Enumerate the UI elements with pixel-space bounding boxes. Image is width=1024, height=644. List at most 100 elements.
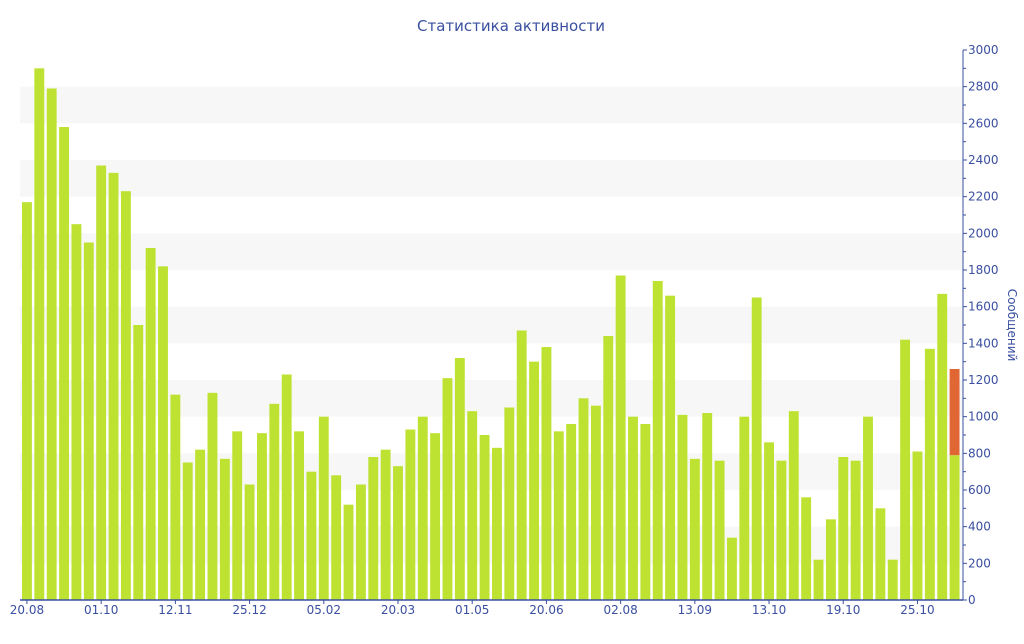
y-tick-label: 1000 xyxy=(968,410,999,424)
bar xyxy=(207,392,218,600)
bar xyxy=(838,457,849,600)
bar xyxy=(182,462,193,600)
bar xyxy=(34,68,45,601)
bar xyxy=(949,455,960,600)
bar xyxy=(145,248,156,600)
bar xyxy=(813,559,824,600)
bar xyxy=(59,127,69,600)
bar xyxy=(689,458,700,600)
x-tick-label: 20.06 xyxy=(529,603,563,617)
grid-bands xyxy=(20,86,963,564)
bar xyxy=(677,414,688,600)
x-tick-label: 05.02 xyxy=(307,603,341,617)
bar xyxy=(454,358,465,600)
bar xyxy=(158,266,168,600)
y-tick-label: 400 xyxy=(968,520,991,534)
bar xyxy=(195,449,206,600)
bar xyxy=(924,348,935,600)
y-tick-label: 1400 xyxy=(968,336,999,350)
bar xyxy=(863,416,873,600)
bar xyxy=(788,411,799,600)
bar xyxy=(133,325,144,600)
bar xyxy=(529,361,539,600)
y-tick-label: 2200 xyxy=(968,190,999,204)
bar xyxy=(714,460,725,600)
y-tick-label: 800 xyxy=(968,446,991,460)
bar xyxy=(887,559,898,600)
y-axis-label: Сообщений xyxy=(1005,289,1019,362)
bar xyxy=(355,484,366,600)
bar xyxy=(71,224,82,600)
y-tick-label: 1600 xyxy=(968,300,999,314)
x-axis: 20.08 01.10 12.11 25.12 05.02 20.03 01.05 20.06… xyxy=(10,599,963,617)
x-tick-label: 01.10 xyxy=(84,603,118,617)
y-tick-label: 2800 xyxy=(968,80,999,94)
y-tick-label: 2400 xyxy=(968,153,999,167)
bar xyxy=(801,497,812,600)
bar xyxy=(776,460,787,600)
bar xyxy=(900,339,911,600)
bar xyxy=(615,275,626,600)
x-tick-label: 20.03 xyxy=(381,603,415,617)
bar xyxy=(331,475,342,600)
bar xyxy=(764,442,774,600)
bar xyxy=(257,433,267,600)
x-tick-label: 19.10 xyxy=(826,603,860,617)
bar xyxy=(170,394,181,600)
bar xyxy=(46,88,57,600)
y-tick-label: 2000 xyxy=(968,226,999,240)
bar xyxy=(368,457,379,600)
bar xyxy=(393,466,403,600)
bar xyxy=(665,295,676,600)
bar xyxy=(492,447,502,600)
bar xyxy=(751,297,762,600)
x-tick-label: 12.11 xyxy=(158,603,192,617)
bar xyxy=(937,293,948,600)
grid-band xyxy=(20,233,963,270)
bar xyxy=(875,508,886,600)
y-tick-label: 2600 xyxy=(968,116,999,130)
x-tick-label: 20.08 xyxy=(10,603,44,617)
bar xyxy=(294,431,304,600)
x-tick-label: 02.08 xyxy=(603,603,637,617)
bar xyxy=(318,416,329,600)
bar xyxy=(912,451,923,600)
bar xyxy=(640,424,651,600)
bar xyxy=(541,347,552,600)
bar xyxy=(306,471,317,600)
bar xyxy=(108,172,119,601)
grid-band xyxy=(20,160,963,197)
bar xyxy=(96,165,107,600)
bar xyxy=(578,398,589,600)
bar xyxy=(504,407,515,600)
x-tick-label: 25.12 xyxy=(232,603,266,617)
y-tick-label: 200 xyxy=(968,556,991,570)
bar xyxy=(652,281,663,600)
bar xyxy=(739,416,750,600)
y-tick-label: 3000 xyxy=(968,43,999,57)
bar xyxy=(467,411,478,600)
bar xyxy=(22,202,32,600)
bar xyxy=(343,504,354,600)
grid-band xyxy=(20,86,963,124)
x-tick-label: 25.10 xyxy=(900,603,934,617)
bar xyxy=(83,242,94,600)
bar xyxy=(244,484,255,600)
x-tick-label: 01.05 xyxy=(455,603,489,617)
bar xyxy=(566,424,577,600)
bar xyxy=(269,403,280,600)
bar xyxy=(553,431,564,600)
bar xyxy=(120,191,131,600)
bar xyxy=(850,460,861,600)
bars xyxy=(22,68,960,601)
x-tick-label: 13.09 xyxy=(678,603,712,617)
bar xyxy=(603,336,614,600)
bar xyxy=(281,374,292,600)
y-tick-label: 1800 xyxy=(968,263,999,277)
y-tick-label: 600 xyxy=(968,483,991,497)
x-tick-label: 13.10 xyxy=(752,603,786,617)
bar xyxy=(516,330,527,600)
bar-highlight xyxy=(949,369,960,456)
bar xyxy=(219,458,230,600)
